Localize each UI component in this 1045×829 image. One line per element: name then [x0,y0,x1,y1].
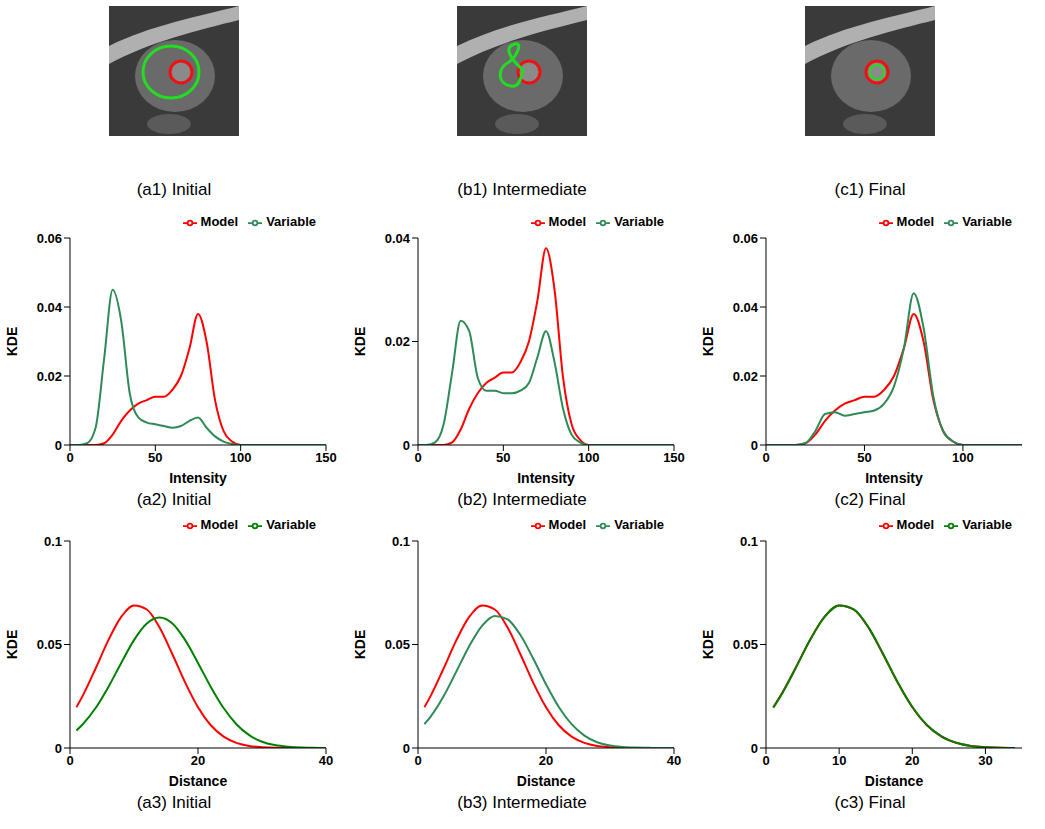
svg-text:Intensity: Intensity [517,470,575,486]
html-text:Variable: Variable [614,517,664,532]
svg-text:100: 100 [952,450,974,465]
html-text:(b2) Intermediate: (b2) Intermediate [457,490,587,509]
svg-text:50: 50 [496,450,510,465]
svg-text:0.06: 0.06 [733,231,758,246]
html-text:Model: Model [548,214,587,229]
svg-text:10: 10 [832,753,846,768]
html-text:Model: Model [200,214,239,229]
svg-text:40: 40 [667,753,681,768]
svg-text:0: 0 [751,741,758,756]
svg-text:KDE: KDE [4,327,20,357]
svg-text:0.06: 0.06 [37,231,62,246]
svg-text:0: 0 [762,753,769,768]
html-text:(a3) Initial: (a3) Initial [136,793,212,812]
svg-text:0: 0 [762,450,769,465]
svg-text:0: 0 [403,438,410,453]
svg-text:0.02: 0.02 [37,369,62,384]
html-text:(c1) Final: (c1) Final [834,180,906,199]
html-text:(a2) Initial: (a2) Initial [136,490,212,509]
html-text:Model: Model [896,214,935,229]
svg-text:KDE: KDE [352,327,368,357]
html-text:Variable: Variable [266,517,316,532]
svg-text:0.05: 0.05 [37,637,62,652]
svg-text:0: 0 [55,438,62,453]
html-text:Variable: Variable [962,517,1012,532]
html-text:Variable: Variable [614,214,664,229]
svg-text:20: 20 [191,753,205,768]
html-text:Model: Model [896,517,935,532]
html-text:Variable: Variable [266,214,316,229]
svg-text:0.04: 0.04 [733,300,759,315]
svg-text:0: 0 [66,450,73,465]
svg-text:0: 0 [414,753,421,768]
svg-text:30: 30 [978,753,992,768]
svg-text:0.02: 0.02 [733,369,758,384]
svg-text:20: 20 [905,753,919,768]
svg-text:Distance: Distance [169,773,228,789]
svg-text:KDE: KDE [700,327,716,357]
svg-text:Intensity: Intensity [169,470,227,486]
svg-text:0.04: 0.04 [37,300,63,315]
svg-text:Intensity: Intensity [865,470,923,486]
html-text:Model: Model [200,517,239,532]
html-text:(b3) Intermediate: (b3) Intermediate [457,793,587,812]
svg-text:150: 150 [315,450,337,465]
svg-text:0.05: 0.05 [385,637,410,652]
svg-text:40: 40 [319,753,333,768]
svg-text:0: 0 [403,741,410,756]
svg-text:KDE: KDE [352,630,368,660]
svg-text:Distance: Distance [517,773,576,789]
html-text:Model: Model [548,517,587,532]
svg-text:0.05: 0.05 [733,637,758,652]
html-text:(c3) Final: (c3) Final [834,793,906,812]
svg-text:Distance: Distance [865,773,924,789]
svg-text:0: 0 [414,450,421,465]
svg-text:100: 100 [578,450,600,465]
html-text:(a1) Initial: (a1) Initial [136,180,212,199]
svg-text:20: 20 [539,753,553,768]
svg-text:KDE: KDE [4,630,20,660]
svg-text:100: 100 [230,450,252,465]
svg-text:50: 50 [148,450,162,465]
html-text:(c2) Final: (c2) Final [834,490,906,509]
svg-text:50: 50 [857,450,871,465]
svg-text:KDE: KDE [700,630,716,660]
svg-text:0.02: 0.02 [385,334,410,349]
svg-text:0: 0 [55,741,62,756]
svg-text:0.1: 0.1 [392,534,410,549]
html-text:Variable: Variable [962,214,1012,229]
svg-text:0.04: 0.04 [385,231,411,246]
html-text:(b1) Intermediate: (b1) Intermediate [457,180,587,199]
svg-text:0: 0 [751,438,758,453]
svg-text:0.1: 0.1 [740,534,758,549]
svg-text:0.1: 0.1 [44,534,62,549]
svg-text:0: 0 [66,753,73,768]
svg-text:150: 150 [663,450,685,465]
